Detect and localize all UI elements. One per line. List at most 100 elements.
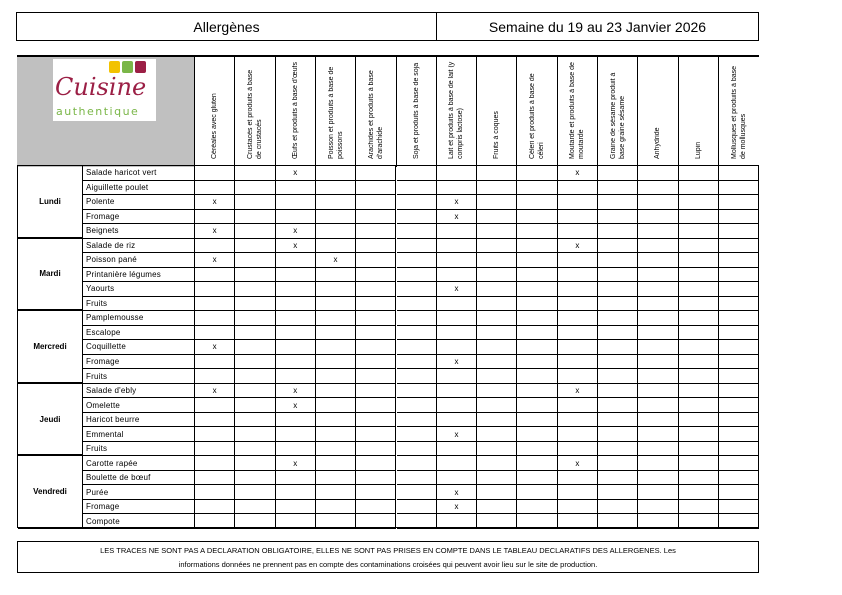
allergen-cell xyxy=(315,238,357,254)
allergen-column-header: Céréales avec gluten xyxy=(194,57,234,167)
allergen-cell xyxy=(195,311,236,326)
allergen-cell xyxy=(718,398,760,413)
allergen-cell xyxy=(517,456,558,471)
allergen-cell xyxy=(275,195,316,210)
allergen-cell xyxy=(275,180,316,196)
allergen-cell xyxy=(436,470,478,486)
allergen-cell xyxy=(477,412,518,428)
allergen-cell xyxy=(275,267,316,283)
dish-name: Salade haricot vert xyxy=(83,166,195,181)
dish-name: Carotte rapée xyxy=(83,456,195,471)
allergen-cell xyxy=(356,224,397,239)
allergen-cell xyxy=(195,398,236,413)
allergen-cell xyxy=(638,180,679,196)
allergen-cell xyxy=(356,398,397,413)
svg-text:Cuisine: Cuisine xyxy=(55,73,146,101)
allergen-cell xyxy=(275,253,316,268)
allergen-cell xyxy=(678,412,719,428)
allergen-cell xyxy=(195,282,236,297)
allergen-cell xyxy=(235,166,276,181)
allergen-column-label: Céréales avec gluten xyxy=(211,93,219,159)
allergen-cell xyxy=(557,209,598,225)
allergen-cell xyxy=(477,383,518,399)
allergen-cell xyxy=(195,485,236,500)
allergen-cell xyxy=(598,398,639,413)
allergen-cell: x xyxy=(275,238,316,254)
dish-name: Fruits xyxy=(83,296,195,312)
allergen-cell xyxy=(678,456,719,471)
allergen-column-header: Lupin xyxy=(677,57,718,167)
allergen-cell xyxy=(638,499,679,515)
allergen-cell xyxy=(638,441,679,457)
allergen-cell xyxy=(517,383,558,399)
allergen-cell xyxy=(396,383,437,399)
allergen-cell xyxy=(436,514,478,529)
allergen-cell: x xyxy=(436,209,478,225)
allergen-cell: x xyxy=(557,383,598,399)
allergen-cell xyxy=(315,311,357,326)
allergen-cell xyxy=(436,383,478,399)
allergen-cell xyxy=(436,311,478,326)
allergen-cell xyxy=(517,195,558,210)
allergen-cell xyxy=(718,311,760,326)
allergen-cell xyxy=(598,180,639,196)
allergen-cell xyxy=(517,514,558,529)
dish-name: Emmental xyxy=(83,427,195,442)
allergen-cell xyxy=(517,166,558,181)
allergen-cell xyxy=(235,485,276,500)
allergen-cell xyxy=(477,238,518,254)
allergen-cell xyxy=(638,166,679,181)
allergen-cell xyxy=(275,470,316,486)
disclaimer: LES TRACES NE SONT PAS A DECLARATION OBL… xyxy=(17,541,759,573)
allergen-cell xyxy=(477,180,518,196)
allergen-cell xyxy=(517,209,558,225)
allergen-cell xyxy=(356,485,397,500)
allergen-cell xyxy=(356,470,397,486)
allergen-cell xyxy=(195,470,236,486)
allergen-column-header: Céleri et produits à base de céleri xyxy=(516,57,556,167)
allergen-cell: x xyxy=(195,253,236,268)
allergen-cell xyxy=(235,325,276,341)
allergen-cell xyxy=(315,427,357,442)
allergen-cell xyxy=(638,253,679,268)
dish-name: Aiguillette poulet xyxy=(83,180,195,196)
allergen-cell xyxy=(235,427,276,442)
allergen-cell xyxy=(436,340,478,355)
allergen-cell xyxy=(436,180,478,196)
allergen-cell xyxy=(315,166,357,181)
allergen-cell xyxy=(235,369,276,384)
allergen-cell xyxy=(557,427,598,442)
allergen-cell xyxy=(638,209,679,225)
allergen-cell xyxy=(396,398,437,413)
dish-name: Haricot beurre xyxy=(83,412,195,428)
allergen-column-header: Poisson et produits à base de poissons xyxy=(314,57,355,167)
allergen-cell xyxy=(235,282,276,297)
allergen-cell xyxy=(275,427,316,442)
allergen-column-header: Crustacés et produits à base de crustacé… xyxy=(234,57,274,167)
allergen-column-label: Œufs et produits à base d'œufs xyxy=(291,61,299,159)
dish-name: Omelette xyxy=(83,398,195,413)
allergen-cell xyxy=(235,514,276,529)
allergen-cell xyxy=(356,253,397,268)
day-label: Lundi xyxy=(18,166,83,239)
dish-name: Fromage xyxy=(83,209,195,225)
allergen-cell xyxy=(678,282,719,297)
allergen-column-label: Crustacés et produits à base de crustacé… xyxy=(246,69,263,159)
allergen-cell xyxy=(638,485,679,500)
allergen-cell xyxy=(557,398,598,413)
allergen-cell: x xyxy=(275,166,316,181)
allergen-cell xyxy=(678,209,719,225)
allergen-cell xyxy=(718,412,760,428)
allergen-cell xyxy=(598,427,639,442)
allergen-cell xyxy=(598,224,639,239)
allergen-cell xyxy=(235,412,276,428)
allergen-cell xyxy=(678,253,719,268)
allergen-cell xyxy=(356,209,397,225)
allergen-cell xyxy=(718,441,760,457)
allergen-cell: x xyxy=(315,253,357,268)
allergen-cell xyxy=(396,296,437,312)
allergen-cell xyxy=(195,296,236,312)
allergen-cell xyxy=(477,296,518,312)
allergen-cell: x xyxy=(436,499,478,515)
allergen-column-header: Graine de sésame produit à base graine s… xyxy=(597,57,637,167)
